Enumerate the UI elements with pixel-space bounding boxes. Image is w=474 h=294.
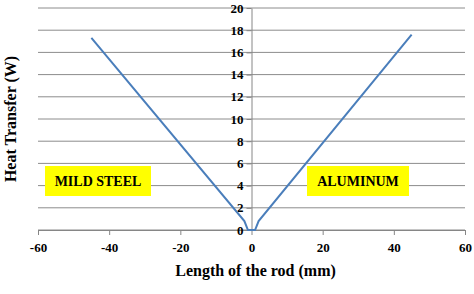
x-tick-label: -20	[172, 240, 189, 255]
y-tick-label: 0	[237, 223, 244, 238]
x-tick: 0	[249, 230, 256, 255]
x-tick-mark	[38, 230, 39, 235]
annotation: MILD STEEL	[45, 166, 151, 196]
y-tick-mark	[247, 8, 252, 9]
x-tick-label: 0	[249, 240, 256, 255]
annotation: ALUMINUM	[307, 166, 409, 196]
y-tick-label: 14	[231, 67, 245, 82]
x-tick: 20	[317, 230, 330, 255]
y-tick-mark	[247, 97, 252, 98]
y-tick: 4	[237, 178, 252, 193]
y-tick-label: 4	[237, 178, 244, 193]
y-axis-title: Heat Transfer (W)	[2, 56, 20, 182]
y-tick-label: 18	[231, 23, 245, 38]
y-tick: 12	[231, 89, 252, 104]
y-tick: 8	[237, 134, 252, 149]
y-tick-mark	[247, 163, 252, 164]
grid	[38, 8, 465, 230]
grid-line	[38, 8, 465, 9]
chart: -60 -40 -20 0 20 40 60 0 2 4 6 8 10 12 14 16 18 20 MILD ST…	[0, 0, 474, 294]
y-tick-mark	[247, 119, 252, 120]
plot-area	[91, 35, 411, 230]
y-tick-mark	[247, 30, 252, 31]
y-tick-mark	[247, 208, 252, 209]
y-tick-label: 16	[231, 45, 245, 60]
y-tick-mark	[247, 75, 252, 76]
y-tick: 6	[237, 156, 252, 171]
y-tick-label: 12	[231, 89, 244, 104]
y-tick: 14	[231, 67, 252, 82]
x-tick: -20	[172, 230, 189, 255]
y-tick-label: 8	[237, 134, 244, 149]
x-axis: -60 -40 -20 0 20 40 60	[30, 230, 472, 255]
x-tick-label: 20	[317, 240, 330, 255]
y-tick-label: 10	[231, 112, 244, 127]
y-axis-line	[252, 9, 253, 231]
x-tick-mark	[109, 230, 110, 235]
y-tick-label: 20	[231, 1, 244, 16]
annotation-text: ALUMINUM	[317, 174, 399, 189]
y-tick: 10	[231, 112, 252, 127]
y-tick: 20	[231, 1, 252, 16]
y-tick: 2	[237, 200, 252, 215]
y-tick: 16	[231, 45, 252, 60]
annotation-box	[45, 166, 151, 196]
x-tick-mark	[465, 230, 466, 235]
y-tick-mark	[247, 141, 252, 142]
x-tick: -60	[30, 230, 47, 255]
data-line	[91, 35, 411, 230]
x-tick-mark	[394, 230, 395, 235]
y-tick-label: 6	[237, 156, 244, 171]
y-tick-mark	[247, 186, 252, 187]
x-tick: 40	[388, 230, 401, 255]
y-tick-mark	[247, 52, 252, 53]
y-axis: 0 2 4 6 8 10 12 14 16 18 20	[231, 1, 253, 238]
x-tick-label: 60	[459, 240, 472, 255]
x-tick-mark	[323, 230, 324, 235]
x-tick-mark	[180, 230, 181, 235]
x-tick-label: -60	[30, 240, 47, 255]
x-tick-label: -40	[101, 240, 118, 255]
x-axis-title: Length of the rod (mm)	[175, 262, 336, 280]
x-tick: 60	[459, 230, 472, 255]
annotation-box	[307, 166, 409, 196]
x-tick: -40	[101, 230, 118, 255]
x-tick-label: 40	[388, 240, 401, 255]
annotation-text: MILD STEEL	[55, 174, 142, 189]
y-tick: 18	[231, 23, 252, 38]
